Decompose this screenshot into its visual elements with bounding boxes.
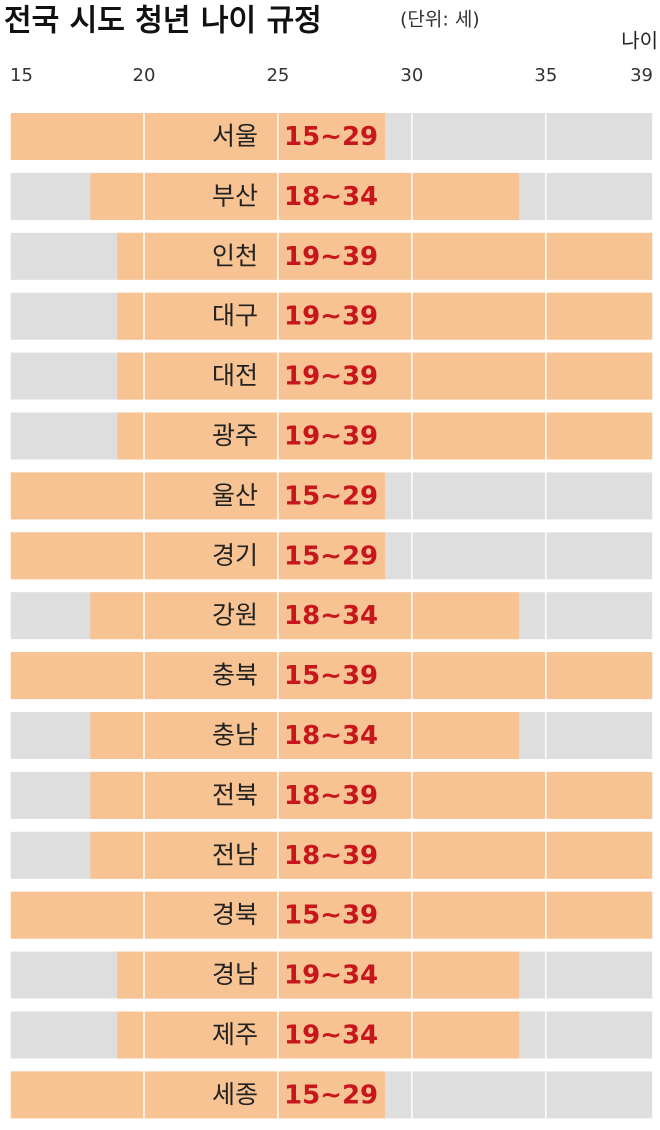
value-label: 19~34 <box>284 961 378 991</box>
bar <box>117 951 520 999</box>
bar <box>117 232 653 280</box>
bar <box>90 712 520 759</box>
bar <box>90 172 520 220</box>
category-label: 세종 <box>212 1080 258 1109</box>
bar <box>90 831 653 879</box>
x-tick-label: 35 <box>534 65 557 86</box>
value-label: 18~39 <box>284 841 378 871</box>
category-label: 대구 <box>212 301 258 330</box>
category-label: 충남 <box>212 721 258 750</box>
bar <box>10 472 386 520</box>
bar <box>117 292 653 340</box>
x-tick-label: 15 <box>10 65 33 86</box>
value-label: 15~39 <box>284 661 378 691</box>
value-label: 19~39 <box>284 362 378 392</box>
category-label: 울산 <box>212 481 258 510</box>
x-axis-label: 나이 <box>621 29 658 53</box>
bar <box>117 1011 520 1059</box>
category-label: 전남 <box>212 840 258 869</box>
value-label: 15~29 <box>284 122 378 152</box>
value-label: 15~29 <box>284 541 378 571</box>
value-label: 15~39 <box>284 901 378 931</box>
category-label: 제주 <box>212 1020 258 1049</box>
category-label: 경남 <box>212 960 258 989</box>
value-label: 18~39 <box>284 781 378 811</box>
category-label: 충북 <box>212 661 258 690</box>
x-tick-label: 39 <box>630 65 653 86</box>
category-label: 서울 <box>212 122 258 151</box>
category-label: 광주 <box>212 421 258 450</box>
bar <box>10 113 386 160</box>
value-label: 19~39 <box>284 242 378 272</box>
chart-title: 전국 시도 청년 나이 규정 <box>4 4 322 39</box>
category-label: 인천 <box>212 241 258 270</box>
value-label: 15~29 <box>284 1080 378 1110</box>
bar <box>10 532 386 580</box>
x-tick-label: 30 <box>400 65 423 86</box>
category-label: 대전 <box>212 361 258 390</box>
bar <box>90 592 520 640</box>
value-label: 15~29 <box>284 481 378 511</box>
category-label: 경기 <box>212 541 258 570</box>
category-label: 경북 <box>212 900 258 929</box>
x-tick-label: 25 <box>266 65 289 86</box>
x-tick-label: 20 <box>133 65 156 86</box>
value-label: 19~34 <box>284 1021 378 1051</box>
bar <box>117 352 653 400</box>
bar <box>117 412 653 460</box>
value-label: 18~34 <box>284 182 378 212</box>
bar <box>90 771 653 819</box>
value-label: 19~39 <box>284 302 378 332</box>
category-label: 전북 <box>212 780 258 809</box>
value-label: 18~34 <box>284 601 378 631</box>
category-label: 강원 <box>212 601 258 630</box>
chart-subtitle: (단위: 세) <box>400 9 480 31</box>
value-label: 18~34 <box>284 721 378 751</box>
category-label: 부산 <box>212 181 258 210</box>
value-label: 19~39 <box>284 422 378 452</box>
bar <box>10 1071 386 1119</box>
